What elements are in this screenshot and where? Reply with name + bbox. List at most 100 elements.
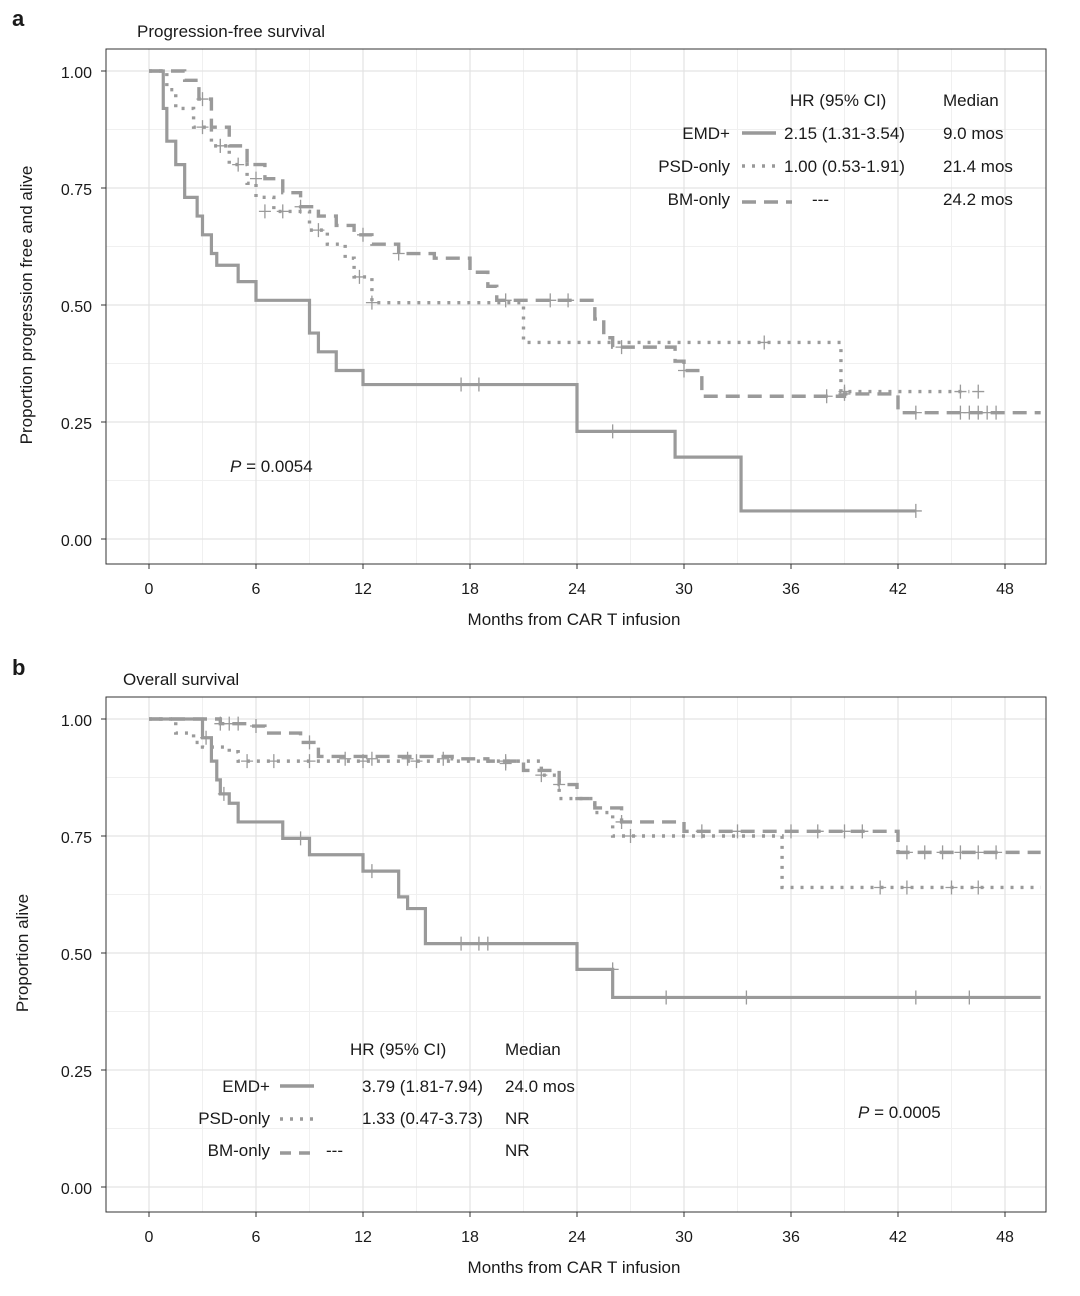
- panel-b-censor-mark-bm-only: [936, 845, 949, 860]
- panel-b-censor-mark-psd-only: [624, 829, 637, 843]
- panel-b-p-value-text: = 0.0005: [869, 1103, 940, 1122]
- panel-a-legend-bm-label: BM-only: [668, 190, 731, 209]
- panel-a-censor-mark-bm-only: [820, 389, 833, 404]
- panel-a-p-value: P = 0.0054: [230, 457, 313, 476]
- panel-a-censor-mark-emd-: [455, 377, 468, 392]
- panel-a-xtick-48: 48: [996, 581, 1014, 598]
- panel-a-censor-mark-bm-only: [196, 92, 209, 107]
- panel-b-censor-mark-bm-only: [838, 824, 851, 839]
- panel-a-censor-mark-bm-only: [562, 293, 575, 308]
- panel-b-legend-psd-hr: 1.33 (0.47-3.73): [362, 1109, 483, 1128]
- panel-b-xtick-36: 36: [782, 1229, 800, 1246]
- panel-a-pfs: a Progression-free survival 0.00 0.25 0.…: [12, 6, 1047, 629]
- panel-b-censor-mark-emd-: [481, 936, 494, 951]
- panel-b-censor-mark-bm-only: [615, 814, 628, 829]
- panel-a-legend-psd-hr: 1.00 (0.53-1.91): [784, 157, 905, 176]
- panel-a-xtick-24: 24: [568, 581, 586, 598]
- panel-a-legend-emd-hr: 2.15 (1.31-3.54): [784, 124, 905, 143]
- panel-a-censor-mark-emd-: [472, 377, 485, 392]
- panel-a-letter: a: [12, 6, 25, 31]
- panel-b-censor-mark-bm-only: [900, 845, 913, 860]
- panel-a-censor-mark-bm-only: [615, 340, 628, 355]
- panel-a-legend: HR (95% CI) Median EMD+ 2.15 (1.31-3.54)…: [658, 91, 1013, 209]
- panel-b-censor-mark-bm-only: [535, 768, 548, 783]
- panel-b-legend-bm-label: BM-only: [208, 1141, 271, 1160]
- panel-a-curve-bm-only: [149, 69, 1041, 415]
- panel-a-x-ticks: 0 6 12 18 24 30 36 42 48: [145, 581, 1014, 598]
- panel-a-censor-mark-psd-only: [972, 384, 985, 399]
- panel-a-ytick-3: 0.75: [61, 182, 92, 199]
- panel-b-censor-mark-bm-only: [785, 824, 797, 839]
- panel-b-xtick-42: 42: [889, 1229, 907, 1246]
- panel-b-censor-mark-bm-only: [401, 751, 414, 766]
- panel-a-grid: [101, 49, 1046, 569]
- panel-a-curve-psd-only: [149, 69, 970, 394]
- panel-b-legend-median-header: Median: [505, 1040, 561, 1059]
- panel-b-censor-mark-bm-only: [553, 777, 566, 792]
- panel-a-xtick-42: 42: [889, 581, 907, 598]
- panel-b-censor-mark-bm-only: [339, 751, 352, 766]
- panel-b-censor-mark-emd-: [365, 864, 378, 879]
- panel-a-xtick-36: 36: [782, 581, 800, 598]
- panel-b-censor-mark-psd-only: [945, 880, 958, 895]
- panel-a-censor-mark-bm-only: [909, 405, 922, 420]
- panel-b-censor-mark-emd-: [963, 990, 976, 1005]
- panel-b-title: Overall survival: [123, 670, 239, 689]
- panel-a-title: Progression-free survival: [137, 22, 325, 41]
- panel-a-legend-psd-label: PSD-only: [658, 157, 730, 176]
- panel-b-censor-mark-emd-: [294, 831, 307, 846]
- panel-b-legend-bm-hr: ---: [326, 1141, 343, 1160]
- panel-b-curve-psd-only: [149, 717, 1041, 890]
- panel-b-censor-mark-emd-: [740, 990, 753, 1005]
- panel-b-curves: [149, 716, 1041, 1005]
- panel-a-curve-emd-: [149, 69, 916, 513]
- panel-a-censor-mark-bm-only: [357, 227, 369, 242]
- panel-a-xtick-6: 6: [252, 581, 261, 598]
- panel-b-censor-mark-emd-: [455, 936, 468, 951]
- panel-b-letter: b: [12, 655, 25, 680]
- panel-b-censor-mark-psd-only: [267, 754, 280, 769]
- panel-b-frame: [105, 696, 1047, 1213]
- panel-a-censor-mark-bm-only: [990, 405, 1003, 420]
- panel-b-censor-mark-bm-only: [856, 824, 869, 839]
- panel-b-censor-mark-bm-only: [232, 716, 245, 731]
- panel-b-legend-emd-hr: 3.79 (1.81-7.94): [362, 1077, 483, 1096]
- panel-b-censor-mark-emd-: [200, 730, 213, 745]
- panel-a-legend-median-header: Median: [943, 91, 999, 110]
- panel-b-legend: HR (95% CI) Median EMD+ 3.79 (1.81-7.94)…: [198, 1040, 575, 1160]
- panel-b-xtick-24: 24: [568, 1229, 586, 1246]
- panel-b-censor-mark-bm-only: [499, 756, 512, 771]
- panel-b-censor-mark-psd-only: [874, 880, 887, 895]
- panel-b-censor-mark-bm-only: [990, 845, 1003, 860]
- panel-b-grid: [101, 697, 1046, 1217]
- panel-a-censor-mark-bm-only: [250, 171, 262, 186]
- panel-b-ytick-1: 0.25: [61, 1064, 92, 1081]
- panel-b-censor-mark-bm-only: [250, 719, 262, 734]
- panel-a-xtick-18: 18: [461, 581, 479, 598]
- panel-a-censor-mark-psd-only: [312, 223, 325, 238]
- panel-a-censor-mark-psd-only: [276, 204, 289, 219]
- panel-a-censor-mark-bm-only: [294, 199, 307, 214]
- panel-b-xtick-18: 18: [461, 1229, 479, 1246]
- panel-b-xtick-6: 6: [252, 1229, 261, 1246]
- panel-a-legend-bm-hr: ---: [812, 190, 829, 209]
- panel-a-censor-mark-bm-only: [678, 363, 690, 378]
- panel-a-legend-psd-median: 21.4 mos: [943, 157, 1013, 176]
- panel-b-legend-hr-header: HR (95% CI): [350, 1040, 446, 1059]
- panel-b-xtick-12: 12: [354, 1229, 372, 1246]
- panel-a-legend-emd-median: 9.0 mos: [943, 124, 1003, 143]
- panel-b-censor-mark-bm-only: [365, 751, 378, 766]
- panel-a-censor-mark-bm-only: [544, 293, 557, 308]
- panel-a-legend-bm-median: 24.2 mos: [943, 190, 1013, 209]
- panel-b-x-ticks: 0 6 12 18 24 30 36 42 48: [145, 1229, 1014, 1246]
- panel-b-censor-mark-bm-only: [437, 751, 450, 766]
- panel-a-censor-mark-psd-only: [758, 335, 771, 350]
- panel-a-y-axis-label: Proportion progression free and alive: [17, 166, 36, 445]
- panel-b-legend-emd-median: 24.0 mos: [505, 1077, 575, 1096]
- panel-a-censor-mark-bm-only: [499, 293, 512, 308]
- panel-a-ytick-1: 0.25: [61, 416, 92, 433]
- panel-b-censor-mark-emd-: [606, 962, 619, 977]
- panel-a-censor-mark-emd-: [909, 503, 922, 518]
- panel-b-censor-mark-bm-only: [303, 735, 316, 750]
- panel-a-xtick-12: 12: [354, 581, 372, 598]
